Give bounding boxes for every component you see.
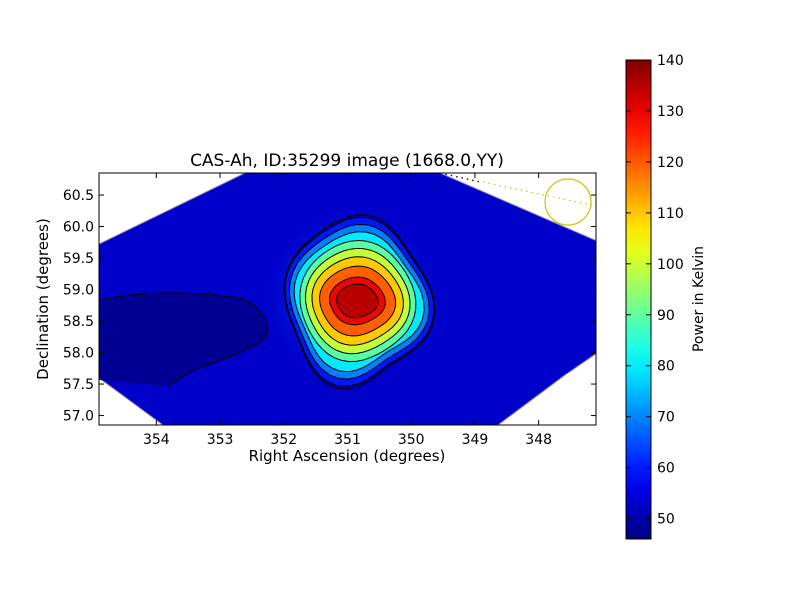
plot-area xyxy=(99,173,596,425)
contour-low-left xyxy=(99,292,268,387)
chart-title: CAS-Ah, ID:35299 image (1668.0,YY) xyxy=(190,151,504,171)
colorbar-tick-label: 60 xyxy=(657,461,675,477)
colorbar-tick-label: 70 xyxy=(657,410,675,426)
colorbar-label: Power in Kelvin xyxy=(691,246,707,352)
contour-line xyxy=(288,223,430,380)
contour-line xyxy=(336,283,379,319)
y-tick-label: 58.0 xyxy=(63,346,94,362)
colorbar-tick-label: 110 xyxy=(657,206,684,222)
x-tick-label: 353 xyxy=(207,432,234,448)
contour-lines xyxy=(283,214,436,390)
contour-line xyxy=(293,231,425,373)
colorbar-tick-label: 50 xyxy=(657,512,675,528)
heat-level-fill xyxy=(336,284,379,318)
colorbar xyxy=(625,59,652,540)
x-tick-label: 354 xyxy=(143,432,170,448)
colorbar-tick-label: 80 xyxy=(657,359,675,375)
contour-line xyxy=(319,265,397,337)
y-axis-label: Declination (degrees) xyxy=(34,218,52,380)
y-tick-label: 57.5 xyxy=(63,377,94,393)
contour-line xyxy=(311,256,404,346)
x-tick-label: 348 xyxy=(525,432,552,448)
contour-line xyxy=(299,239,417,363)
y-tick-label: 60.0 xyxy=(63,220,94,236)
colorbar-tick-label: 100 xyxy=(657,257,684,273)
low-power-region xyxy=(99,293,268,386)
y-tick-label: 60.5 xyxy=(63,188,94,204)
colorbar-tick-label: 90 xyxy=(657,308,675,324)
contour-line xyxy=(305,247,411,355)
beam-marker xyxy=(544,178,592,226)
y-tick-label: 59.0 xyxy=(63,283,94,299)
y-tick-label: 59.5 xyxy=(63,251,94,267)
y-axis-ticks: 57.0 57.5 58.0 58.5 59.0 59.5 60.0 60.5 xyxy=(63,188,596,425)
colorbar-tick-label: 140 xyxy=(657,53,684,69)
x-tick-label: 349 xyxy=(462,432,489,448)
beam-marker-trail xyxy=(439,173,596,207)
x-axis-label: Right Ascension (degrees) xyxy=(249,447,446,465)
y-tick-label: 57.0 xyxy=(63,409,94,425)
contour-line xyxy=(329,276,386,326)
x-tick-label: 351 xyxy=(334,432,361,448)
x-tick-label: 352 xyxy=(270,432,297,448)
x-tick-label: 350 xyxy=(398,432,425,448)
contour-line xyxy=(284,216,435,387)
colorbar-ticks: 50 60 70 80 90 100 110 120 130 140 xyxy=(626,53,684,528)
beam-marker-trail-dark xyxy=(439,173,481,183)
colorbar-tick-label: 120 xyxy=(657,155,684,171)
colorbar-tick-label: 130 xyxy=(657,104,684,120)
y-tick-label: 58.5 xyxy=(63,314,94,330)
x-axis-ticks: 354 353 352 351 350 349 348 xyxy=(143,173,552,448)
contour-line xyxy=(283,214,436,390)
